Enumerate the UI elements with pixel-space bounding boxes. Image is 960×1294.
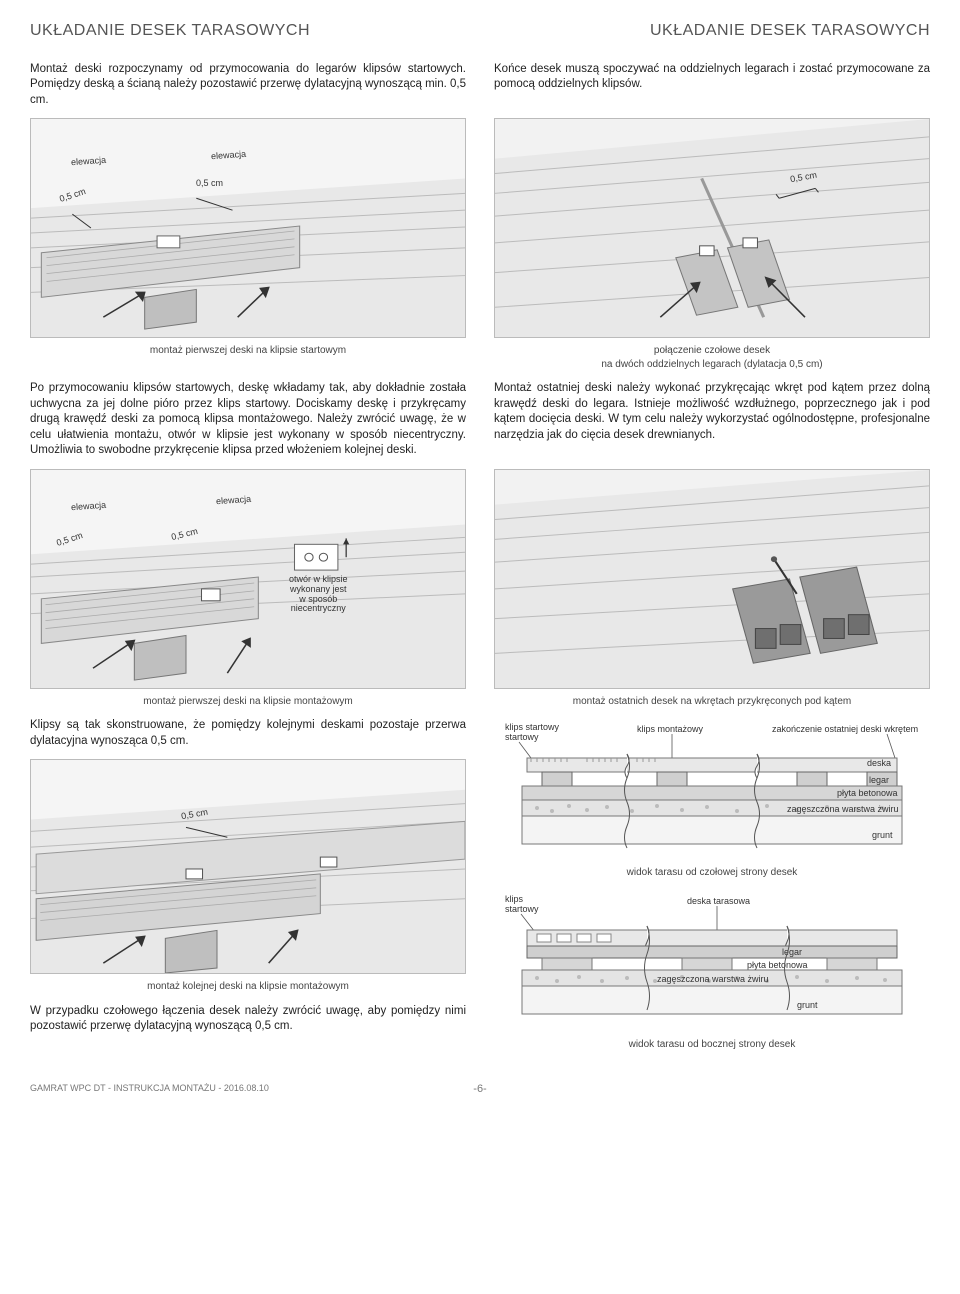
fig3: elewacja elewacja 0,5 cm 0,5 cm otwór w … <box>30 469 466 689</box>
fig3-el1: elewacja <box>71 499 107 514</box>
svg-text:legar: legar <box>782 947 802 957</box>
svg-text:grunt: grunt <box>797 1000 818 1010</box>
fig3-note-l4: niecentryczny <box>291 603 346 613</box>
cross2-caption: widok tarasu od bocznej strony desek <box>494 1038 930 1052</box>
footer: GAMRAT WPC DT - INSTRUKCJA MONTAŻU - 201… <box>30 1082 930 1097</box>
svg-text:płyta betonowa: płyta betonowa <box>747 960 808 970</box>
svg-text:płyta betonowa: płyta betonowa <box>837 788 898 798</box>
fig3-note-l2: wykonany jest <box>290 584 347 594</box>
fig3-note-l1: otwór w klipsie <box>289 574 348 584</box>
svg-text:startowy: startowy <box>505 904 539 914</box>
svg-text:deska: deska <box>867 758 891 768</box>
row2-figs: elewacja elewacja 0,5 cm 0,5 cm otwór w … <box>30 469 930 719</box>
svg-text:klips startowy: klips startowy <box>505 722 560 732</box>
page-number: -6- <box>473 1082 486 1097</box>
row2-text: Po przymocowaniu klipsów startowych, des… <box>30 381 930 469</box>
fig3-note-l3: w sposób <box>299 594 337 604</box>
svg-text:klips: klips <box>505 894 524 904</box>
para-s1-left: Montaż deski rozpoczynamy od przymocowan… <box>30 62 466 109</box>
para-s2-right: Montaż ostatniej deski należy wykonać pr… <box>494 381 930 443</box>
header-right: UKŁADANIE DESEK TARASOWYCH <box>650 20 930 42</box>
svg-text:zagęszczona warstwa żwiru: zagęszczona warstwa żwiru <box>787 804 899 814</box>
fig2: 0,5 cm <box>494 118 930 338</box>
fig5: 0,5 cm <box>30 759 466 974</box>
svg-text:startowy: startowy <box>505 732 539 742</box>
row3: Klipsy są tak skonstruowane, że pomiędzy… <box>30 718 930 1061</box>
fig3-note: otwór w klipsie wykonany jest w sposób n… <box>289 575 348 615</box>
svg-text:deska tarasowa: deska tarasowa <box>687 896 750 906</box>
fig3-caption: montaż pierwszej deski na klipsie montaż… <box>30 695 466 709</box>
para-s1-right: Końce desek muszą spoczywać na oddzielny… <box>494 62 930 93</box>
fig1-caption: montaż pierwszej deski na klipsie starto… <box>30 344 466 358</box>
fig4-caption: montaż ostatnich desek na wkrętach przyk… <box>494 695 930 709</box>
fig2-caption: połączenie czołowe desek na dwóch oddzie… <box>494 344 930 371</box>
row1-figs: elewacja elewacja 0,5 cm 0,5 cm montaż p… <box>30 118 930 381</box>
para-s2-left: Po przymocowaniu klipsów startowych, des… <box>30 381 466 459</box>
svg-text:klips montażowy: klips montażowy <box>637 724 704 734</box>
page-header: UKŁADANIE DESEK TARASOWYCH UKŁADANIE DES… <box>30 20 930 46</box>
footer-left: GAMRAT WPC DT - INSTRUKCJA MONTAŻU - 201… <box>30 1082 473 1097</box>
fig2-cap-l1: połączenie czołowe desek <box>654 345 770 356</box>
row1-text: Montaż deski rozpoczynamy od przymocowan… <box>30 62 930 119</box>
svg-text:zakończenie ostatniej deski wk: zakończenie ostatniej deski wkrętem <box>772 724 918 734</box>
fig2-cap-l2: na dwóch oddzielnych legarach (dylatacja… <box>601 359 822 370</box>
cross2: klips startowy deska tarasowa legar <box>494 890 930 1034</box>
fig5-caption: montaż kolejnej deski na klipsie montażo… <box>30 980 466 994</box>
fig4 <box>494 469 930 689</box>
para-s4: W przypadku czołowego łączenia desek nal… <box>30 1004 466 1035</box>
cross1-caption: widok tarasu od czołowej strony desek <box>494 866 930 880</box>
svg-text:zagęszczona warstwa żwiru: zagęszczona warstwa żwiru <box>657 974 769 984</box>
cross1: klips startowy startowy klips montażowy … <box>494 718 930 862</box>
svg-text:legar: legar <box>869 775 889 785</box>
para-s3-left: Klipsy są tak skonstruowane, że pomiędzy… <box>30 718 466 749</box>
svg-text:grunt: grunt <box>872 830 893 840</box>
header-left: UKŁADANIE DESEK TARASOWYCH <box>30 20 310 42</box>
fig3-el2: elewacja <box>216 493 252 508</box>
fig1: elewacja elewacja 0,5 cm 0,5 cm <box>30 118 466 338</box>
fig1-dim2: 0,5 cm <box>196 177 223 189</box>
